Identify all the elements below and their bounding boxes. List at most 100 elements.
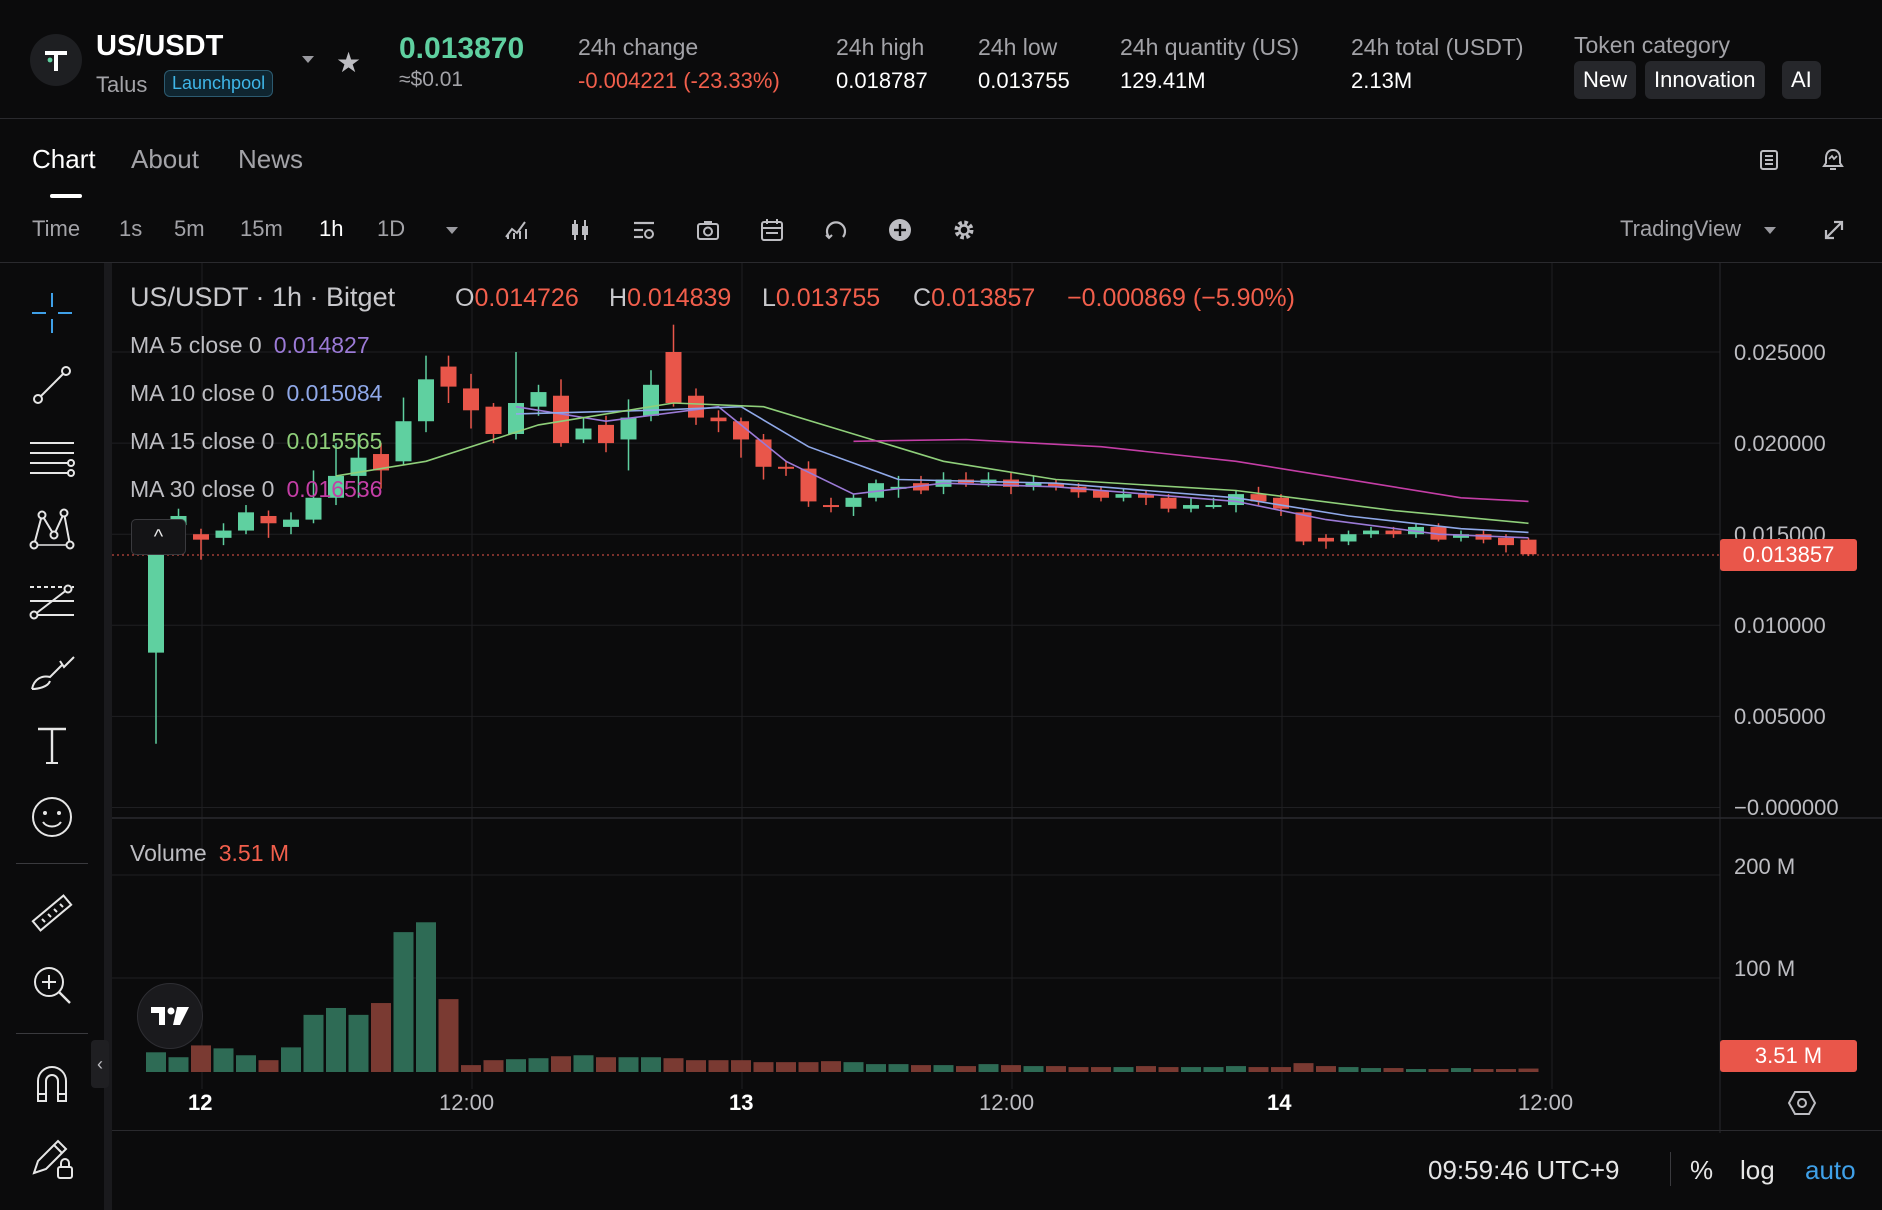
templates-icon[interactable]: [628, 214, 660, 246]
tag-new[interactable]: New: [1574, 61, 1637, 99]
volume-bar: [1023, 1066, 1044, 1072]
volume-value: 3.51 M: [218, 840, 290, 866]
volume-bar: [393, 932, 414, 1072]
volume-bar: [888, 1064, 909, 1072]
candle-body: [733, 421, 749, 440]
volume-bar: [956, 1066, 976, 1072]
replay-icon[interactable]: [820, 214, 852, 246]
ohlc-close: C0.013857: [913, 284, 1035, 313]
indicators-icon[interactable]: [500, 214, 532, 246]
volume-bar: [191, 1045, 211, 1072]
emoji-icon[interactable]: [26, 791, 78, 843]
interval-time[interactable]: Time: [32, 216, 81, 241]
tag-ai[interactable]: AI: [1782, 61, 1821, 99]
candle-body: [1295, 512, 1312, 542]
tab-chart[interactable]: Chart: [32, 144, 96, 174]
launchpool-badge[interactable]: Launchpool: [164, 70, 274, 97]
volume-bar: [641, 1057, 661, 1072]
stat-high-label: 24h high: [836, 34, 925, 60]
ma15-legend[interactable]: MA 15 close 0 0.015565: [130, 428, 382, 455]
zoom-in-icon[interactable]: [26, 959, 78, 1011]
brush-icon[interactable]: [26, 647, 78, 699]
candle-body: [328, 475, 344, 498]
trend-line-icon[interactable]: [26, 359, 78, 411]
time-axis-divider: [112, 1130, 1882, 1131]
ma10-legend[interactable]: MA 10 close 0 0.015084: [130, 380, 382, 407]
magnet-icon[interactable]: [26, 1057, 78, 1109]
candle-type-icon[interactable]: [564, 214, 596, 246]
interval-15m[interactable]: 15m: [240, 216, 283, 241]
tag-innovation[interactable]: Innovation: [1645, 61, 1765, 99]
interval-1h[interactable]: 1h: [319, 216, 344, 241]
toolbar-divider: [0, 262, 1882, 263]
interval-more-chevron-icon[interactable]: [446, 227, 458, 234]
text-tool-icon[interactable]: [26, 719, 78, 771]
volume-bar: [236, 1055, 256, 1072]
interval-1d[interactable]: 1D: [377, 216, 406, 241]
tradingview-logo[interactable]: [137, 983, 203, 1049]
chart-title: US/USDT · 1h · Bitget: [130, 282, 396, 312]
candle-body: [665, 352, 682, 404]
candle-body: [1385, 530, 1402, 535]
lock-drawings-icon[interactable]: [26, 1131, 78, 1183]
screenshot-camera-icon[interactable]: [692, 214, 724, 246]
volume-bar: [1338, 1067, 1359, 1072]
volume-bar: [1046, 1066, 1066, 1072]
ohlc-high: H0.014839: [609, 284, 731, 313]
pair-name[interactable]: US/USDT: [96, 30, 224, 62]
volume-axis-tick: 200 M: [1734, 854, 1796, 879]
volume-bar: [1428, 1069, 1449, 1072]
candle-body: [373, 454, 389, 471]
pattern-tool-icon[interactable]: [26, 503, 78, 555]
calendar-icon[interactable]: [756, 214, 788, 246]
interval-5m[interactable]: 5m: [174, 216, 205, 241]
volume-bar: [573, 1055, 594, 1072]
candle-body: [845, 497, 862, 507]
price-alert-icon[interactable]: [1817, 144, 1849, 176]
settings-gear-icon[interactable]: [948, 214, 980, 246]
volume-bar: [326, 1007, 346, 1072]
chart-provider-select[interactable]: TradingView: [1620, 216, 1742, 241]
fib-retracement-icon[interactable]: [26, 575, 78, 627]
add-plus-icon[interactable]: [884, 214, 916, 246]
tab-about[interactable]: About: [131, 144, 199, 174]
candle-body: [1093, 490, 1109, 498]
volume-bar: [1181, 1067, 1201, 1072]
provider-chevron-down-icon[interactable]: [1764, 227, 1776, 234]
auto-scale-button[interactable]: auto: [1805, 1155, 1856, 1185]
volume-bar: [506, 1059, 526, 1072]
volume-legend[interactable]: Volume 3.51 M: [130, 840, 289, 867]
volume-bar: [1496, 1069, 1516, 1072]
log-scale-button[interactable]: log: [1740, 1155, 1775, 1185]
last-price: 0.013870: [399, 32, 525, 65]
ohlc-low: L0.013755: [762, 284, 880, 313]
fullscreen-expand-icon[interactable]: [1818, 214, 1850, 246]
crosshair-icon[interactable]: [26, 287, 78, 339]
percent-scale-button[interactable]: %: [1690, 1155, 1714, 1185]
ma30-legend[interactable]: MA 30 close 0 0.016536: [130, 476, 382, 503]
price-chart[interactable]: [112, 263, 1882, 1133]
orderbook-icon[interactable]: [1753, 144, 1785, 176]
favorite-star-icon[interactable]: ★: [336, 47, 362, 78]
volume-label: Volume: [130, 840, 207, 866]
candle-body: [1160, 497, 1177, 509]
candle-body: [148, 537, 164, 653]
interval-1s[interactable]: 1s: [119, 216, 143, 241]
pair-dropdown-chevron-icon[interactable]: [302, 56, 314, 63]
talus-logo-icon: [45, 51, 67, 71]
ruler-icon[interactable]: [26, 887, 78, 939]
drawing-toolbar-border: [104, 263, 112, 1210]
candle-body: [1205, 505, 1222, 508]
clock-timezone[interactable]: 09:59:46 UTC+9: [1428, 1155, 1620, 1185]
collapse-legend-chevron-up-icon[interactable]: ^: [131, 519, 186, 555]
tab-news[interactable]: News: [238, 144, 304, 174]
volume-bar: [911, 1065, 931, 1072]
volume-axis-tick: 100 M: [1734, 956, 1796, 981]
ma5-legend[interactable]: MA 5 close 0 0.014827: [130, 332, 370, 359]
horizontal-lines-icon[interactable]: [26, 431, 78, 483]
collapse-toolbar-chevron-left-icon[interactable]: ‹: [91, 1040, 109, 1088]
candle-body: [778, 466, 794, 469]
axis-settings-hexagon-icon[interactable]: [1786, 1087, 1818, 1119]
candle-body: [1048, 483, 1064, 487]
ma10-line: [515, 405, 1529, 534]
